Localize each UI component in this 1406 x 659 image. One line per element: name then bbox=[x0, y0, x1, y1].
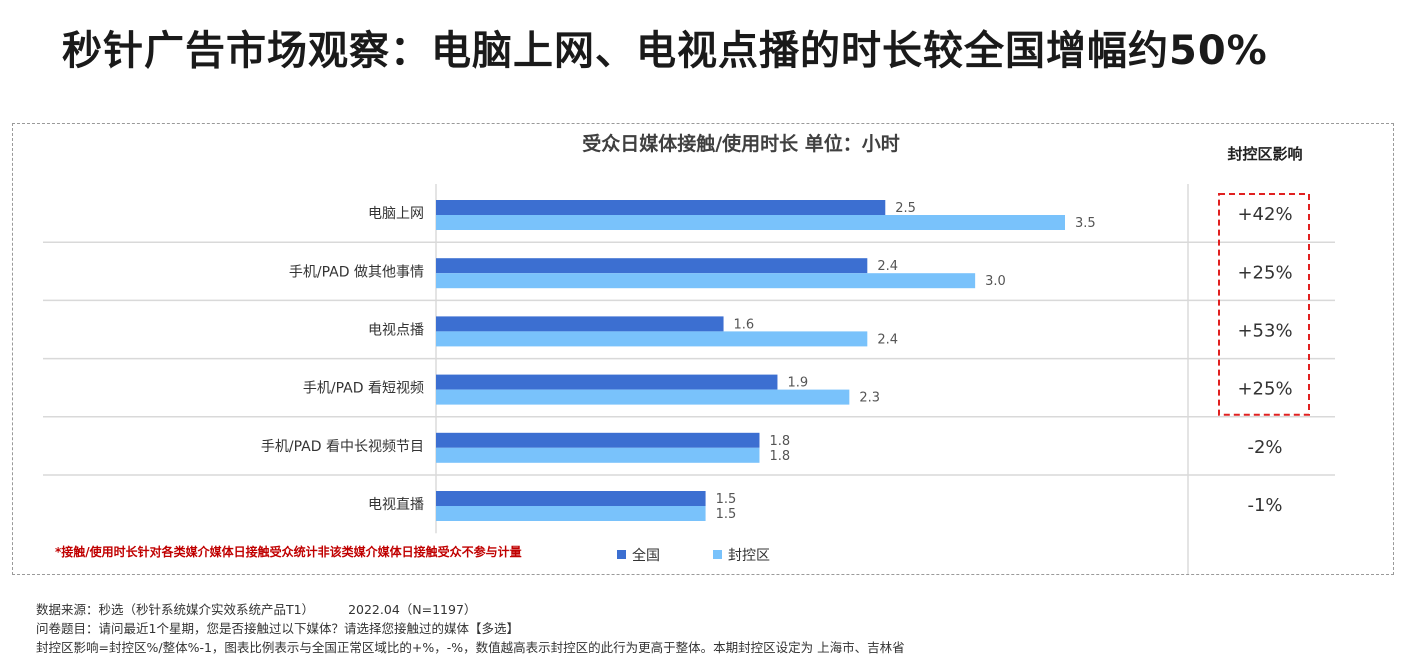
value-label: 1.8 bbox=[769, 434, 790, 449]
legend-swatch bbox=[617, 550, 626, 559]
bar-lockdown bbox=[436, 215, 1065, 230]
chart-note: *接触/使用时长针对各类媒介媒体日接触受众统计非该类媒介媒体日接触受众不参与计量 bbox=[55, 544, 522, 559]
value-label: 2.3 bbox=[859, 391, 880, 406]
value-label: 2.4 bbox=[877, 259, 898, 274]
impact-value: +53% bbox=[1237, 321, 1292, 342]
bar-lockdown bbox=[436, 389, 850, 405]
category-label: 电视直播 bbox=[368, 496, 424, 513]
legend-label: 封控区 bbox=[728, 548, 770, 564]
impact-value: +25% bbox=[1237, 379, 1292, 400]
question-text: 问卷题目：请问最近1个星期，您是否接触过以下媒体？请选择您接触过的媒体【多选】 bbox=[36, 621, 519, 636]
value-label: 2.4 bbox=[877, 332, 898, 347]
bar-national bbox=[436, 374, 778, 390]
category-label: 手机/PAD 做其他事情 bbox=[289, 264, 424, 280]
value-label: 1.6 bbox=[734, 317, 755, 332]
bar-lockdown bbox=[436, 331, 868, 347]
impact-value: -1% bbox=[1247, 495, 1282, 516]
impact-value: +42% bbox=[1237, 204, 1292, 225]
bar-national bbox=[436, 200, 886, 215]
bar-national bbox=[436, 316, 724, 332]
date-sample-text: 2022.04（N=1197） bbox=[348, 602, 477, 617]
footnote-source-line: 数据来源：秒选（秒针系统媒介实效系统产品T1） 2022.04（N=1197） bbox=[36, 600, 905, 619]
value-label: 1.5 bbox=[716, 507, 737, 522]
value-label: 1.9 bbox=[787, 376, 808, 391]
category-label: 电视点播 bbox=[368, 323, 424, 339]
source-text: 数据来源：秒选（秒针系统媒介实效系统产品T1） bbox=[36, 602, 315, 617]
bar-lockdown bbox=[436, 447, 760, 463]
value-label: 1.5 bbox=[716, 492, 737, 507]
category-label: 手机/PAD 看短视频 bbox=[303, 381, 424, 397]
chart-frame: 受众日媒体接触/使用时长 单位：小时封控区影响电脑上网 2.5 3.5 +42% 手机/… bbox=[12, 123, 1394, 575]
bar-chart: 受众日媒体接触/使用时长 单位：小时封控区影响电脑上网 2.5 3.5 +42% 手机/… bbox=[43, 132, 1335, 574]
category-label: 电脑上网 bbox=[368, 206, 424, 222]
impact-column-header: 封控区影响 bbox=[1227, 145, 1302, 163]
page-title: 秒针广告市场观察：电脑上网、电视点播的时长较全国增幅约50% bbox=[62, 28, 1268, 74]
bar-national bbox=[436, 491, 706, 506]
definition-text: 封控区影响=封控区%/整体%-1，图表比例表示与全国正常区域比的+%，-%，数值… bbox=[36, 640, 905, 655]
impact-highlight-box bbox=[1218, 193, 1310, 416]
bar-lockdown bbox=[436, 273, 976, 289]
legend-swatch bbox=[713, 550, 722, 559]
chart-title: 受众日媒体接触/使用时长 单位：小时 bbox=[582, 132, 900, 155]
value-label: 2.5 bbox=[895, 201, 916, 216]
category-label: 手机/PAD 看中长视频节目 bbox=[261, 439, 424, 455]
footnote: 数据来源：秒选（秒针系统媒介实效系统产品T1） 2022.04（N=1197） … bbox=[36, 600, 905, 657]
impact-value: -2% bbox=[1247, 437, 1282, 458]
legend-label: 全国 bbox=[632, 547, 660, 564]
bar-lockdown bbox=[436, 506, 706, 521]
value-label: 3.5 bbox=[1075, 216, 1096, 231]
value-label: 1.8 bbox=[769, 449, 790, 464]
bar-national bbox=[436, 432, 760, 448]
bar-national bbox=[436, 258, 868, 274]
value-label: 3.0 bbox=[985, 274, 1006, 289]
impact-value: +25% bbox=[1237, 262, 1292, 283]
